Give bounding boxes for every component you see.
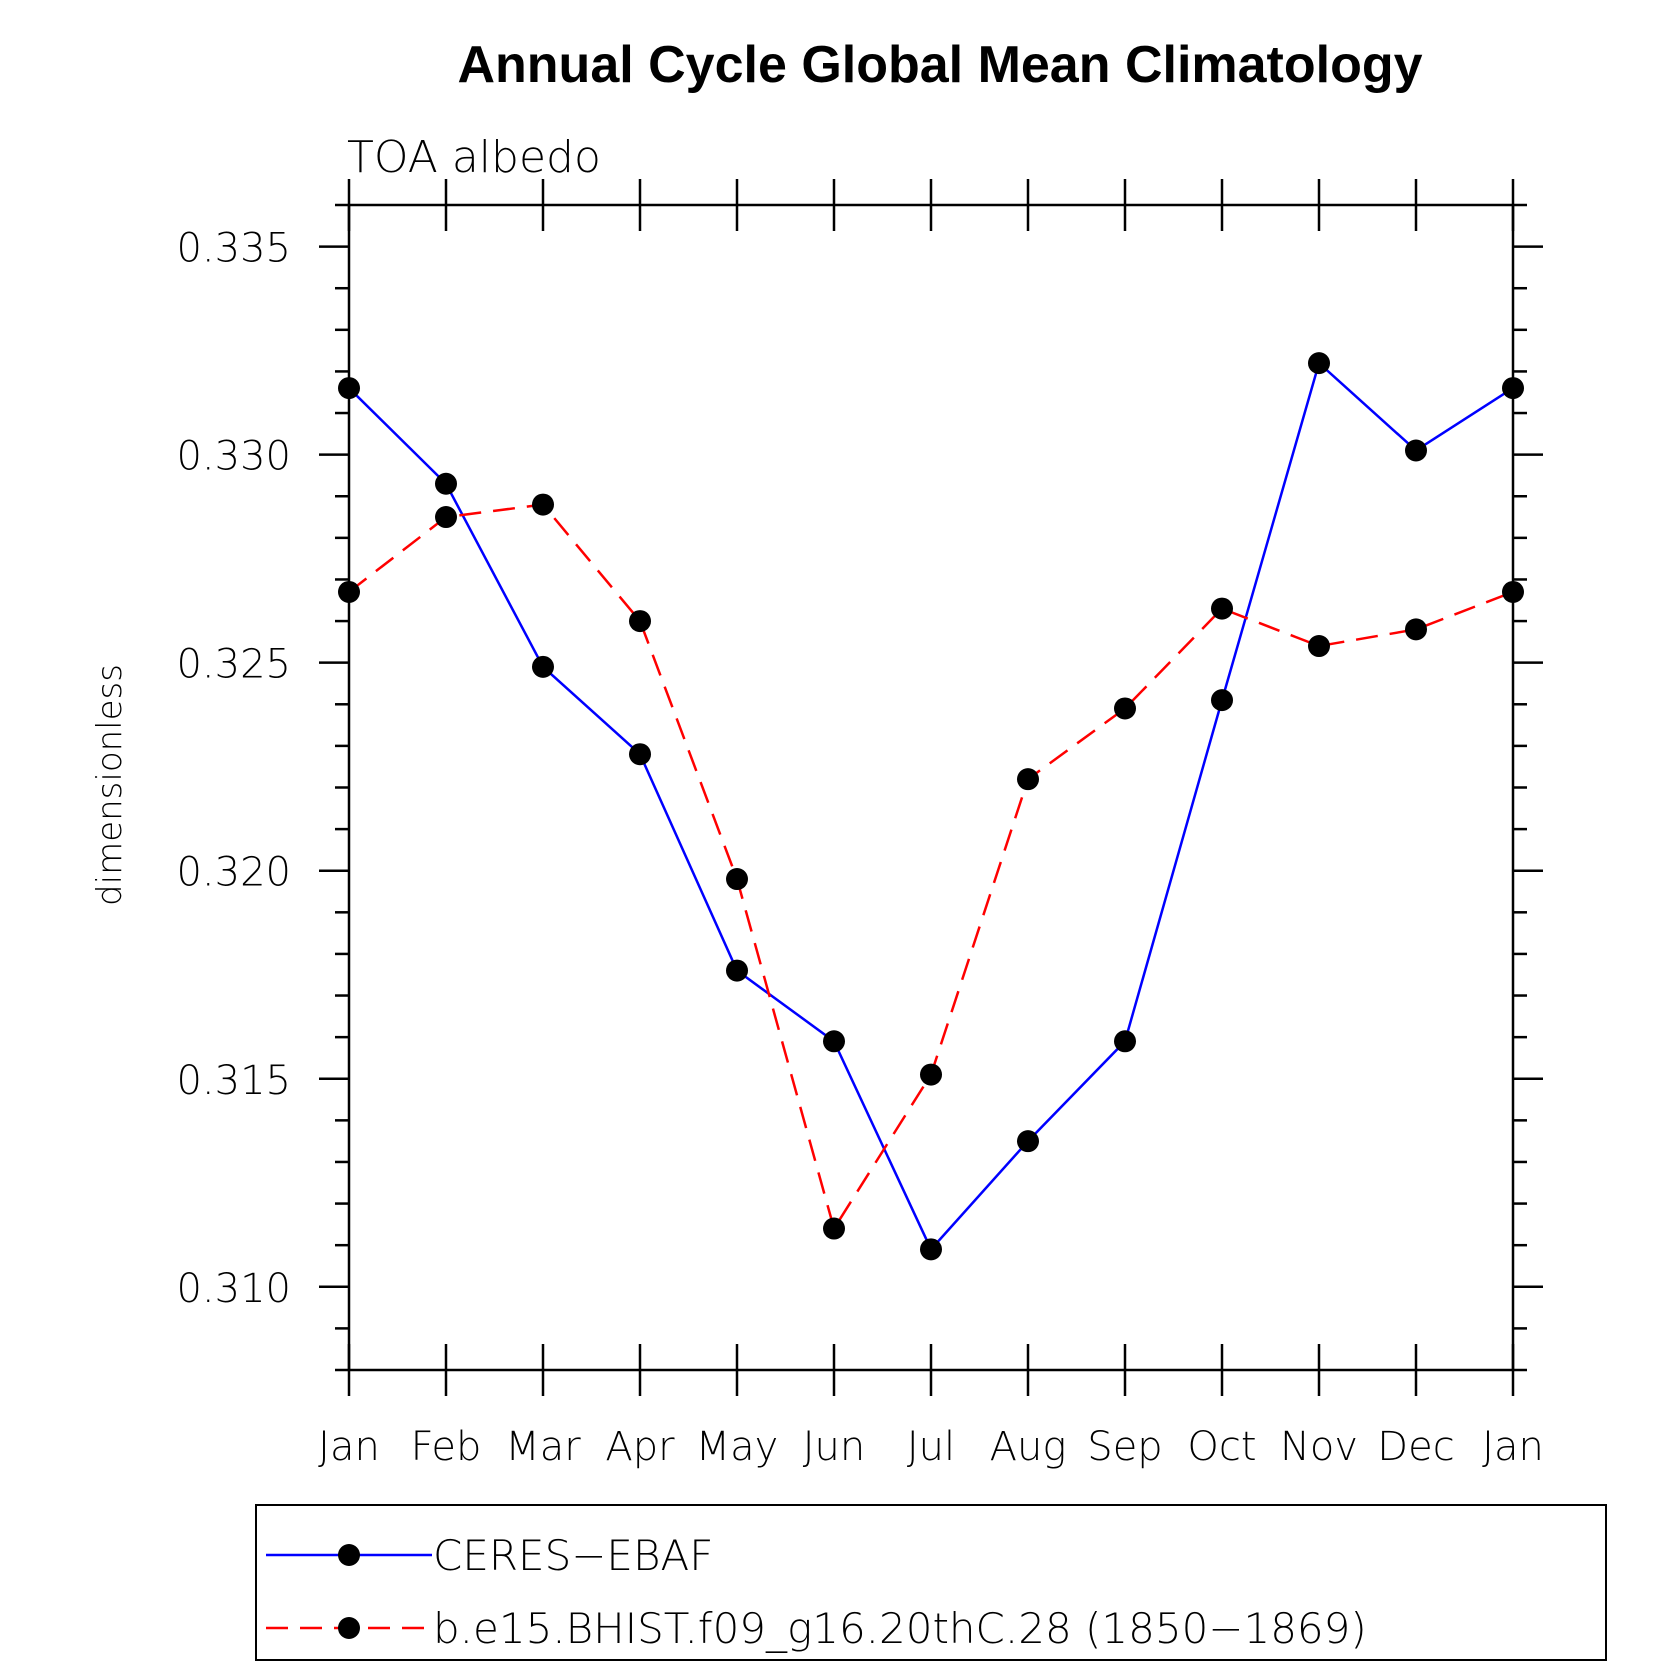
series-line-1 — [348, 360, 1514, 1252]
data-point-1 — [1017, 1130, 1039, 1153]
data-point-1 — [920, 1238, 942, 1261]
x-tick-labels: Jan Feb Mar Apr May Jun Jul Aug Sep Oct Nov Dec Jan — [318, 1424, 1544, 1470]
y-tick-label: 0.315 — [176, 1058, 291, 1104]
data-point-2 — [1502, 580, 1524, 603]
data-point-2 — [726, 868, 748, 891]
y-tick-labels: 0.310 0.315 0.320 0.325 0.330 0.335 — [176, 226, 291, 1312]
data-point-1 — [629, 743, 651, 766]
data-point-1 — [1114, 1030, 1136, 1053]
data-point-1 — [1405, 439, 1427, 462]
data-point-1 — [435, 472, 457, 495]
y-tick-label: 0.320 — [176, 850, 291, 896]
data-point-2 — [338, 580, 360, 603]
x-tick-label: Jun — [803, 1424, 866, 1470]
y-tick-label: 0.310 — [176, 1266, 291, 1312]
y-tick-label: 0.330 — [176, 434, 291, 480]
data-point-1 — [532, 655, 554, 678]
data-point-2 — [1405, 618, 1427, 641]
data-point-2 — [1017, 768, 1039, 791]
series-2 — [338, 493, 1524, 1240]
x-tick-label: Mar — [505, 1424, 581, 1470]
y-tick-label: 0.325 — [176, 642, 291, 688]
data-point-1 — [338, 377, 360, 400]
data-point-2 — [920, 1063, 942, 1086]
data-point-2 — [629, 610, 651, 633]
data-point-1 — [726, 959, 748, 982]
x-tick-label: Nov — [1280, 1424, 1358, 1470]
x-tick-label: May — [696, 1424, 779, 1470]
chart-subtitle: TOA albedo — [347, 132, 601, 183]
legend-items: CERES−EBAF b.e15.BHIST.f09_g16.20thC.28 (… — [266, 1531, 1367, 1653]
data-point-1 — [823, 1030, 845, 1053]
legend-marker-2 — [338, 1617, 360, 1639]
x-tick-label: Jan — [318, 1424, 380, 1470]
data-point-2 — [823, 1217, 845, 1240]
series-line-2 — [348, 503, 1514, 1232]
data-point-2 — [1308, 635, 1330, 658]
x-tick-label: Dec — [1377, 1424, 1454, 1470]
data-point-1 — [1211, 689, 1233, 712]
data-point-1 — [1502, 377, 1524, 400]
data-point-2 — [1211, 597, 1233, 620]
legend-label-2: b.e15.BHIST.f09_g16.20thC.28 (1850−1869) — [433, 1604, 1367, 1653]
legend-label-1: CERES−EBAF — [433, 1531, 713, 1580]
data-point-2 — [435, 506, 457, 529]
x-tick-label: Aug — [990, 1424, 1067, 1470]
data-point-1 — [1308, 352, 1330, 375]
series-1 — [338, 352, 1524, 1261]
data-point-2 — [1114, 697, 1136, 720]
y-tick-label: 0.335 — [176, 226, 291, 272]
axis-ticks — [319, 179, 1543, 1396]
x-tick-label: Sep — [1087, 1424, 1162, 1470]
x-tick-label: Feb — [411, 1424, 482, 1470]
legend-entry-1: CERES−EBAF — [266, 1531, 713, 1580]
legend-entry-2: b.e15.BHIST.f09_g16.20thC.28 (1850−1869) — [266, 1604, 1367, 1653]
x-tick-label: Apr — [605, 1424, 675, 1470]
chart-title: Annual Cycle Global Mean Climatology — [457, 36, 1422, 94]
x-tick-label: Jan — [1482, 1424, 1544, 1470]
x-tick-label: Jul — [907, 1424, 955, 1470]
data-point-2 — [532, 493, 554, 516]
legend: CERES−EBAF b.e15.BHIST.f09_g16.20thC.28 (… — [255, 1504, 1607, 1661]
legend-box — [255, 1504, 1607, 1661]
legend-marker-1 — [338, 1544, 360, 1566]
x-tick-label: Oct — [1187, 1424, 1256, 1470]
y-axis-label: dimensionless — [90, 664, 130, 906]
series-layer — [338, 352, 1524, 1261]
